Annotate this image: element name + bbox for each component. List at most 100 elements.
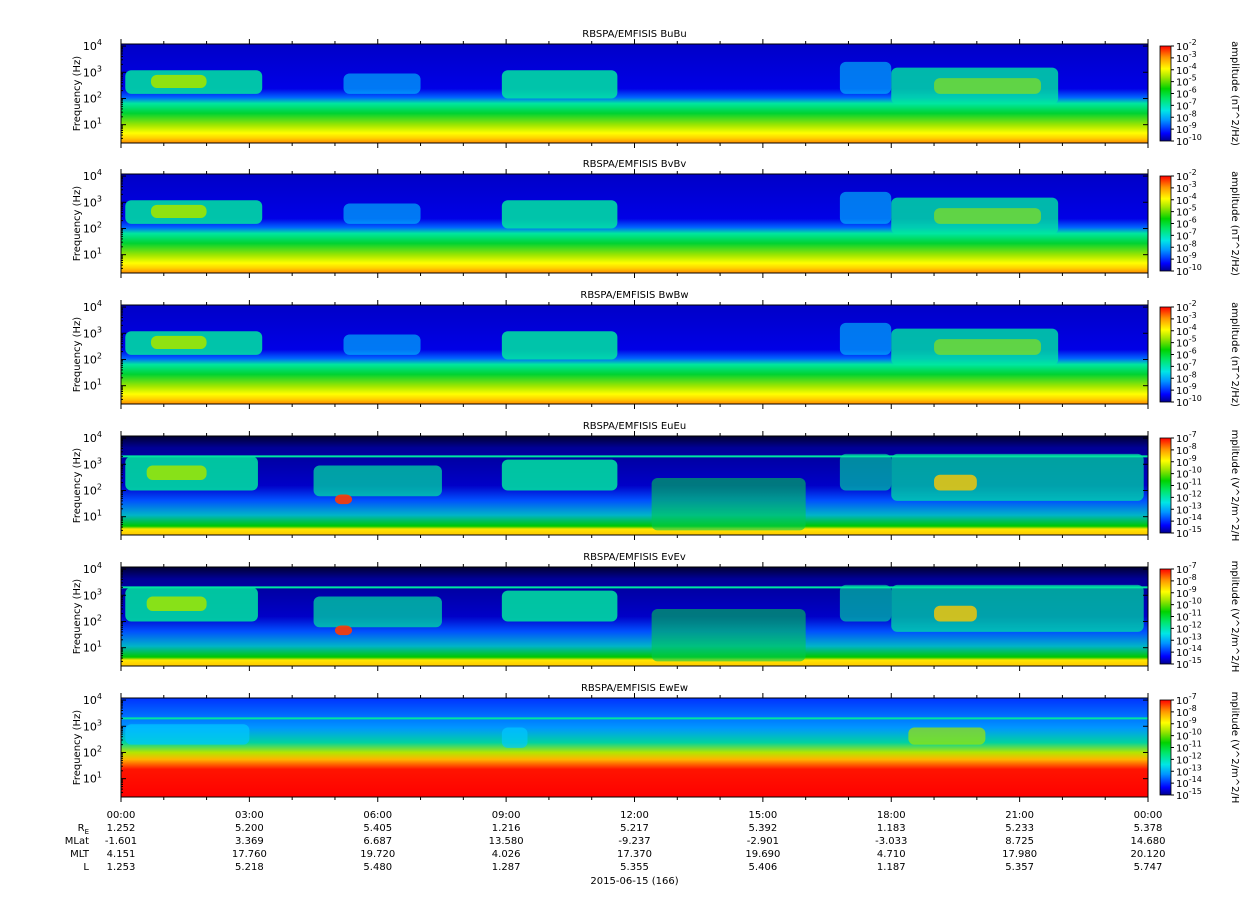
colorbar-tick-exponent: -12 <box>1189 489 1202 498</box>
emission-region <box>343 334 421 355</box>
colorbar-tick-label: 10-14 <box>1176 775 1202 790</box>
y-tick-label: 103 <box>83 587 102 602</box>
y-tick-label: 102 <box>83 613 102 628</box>
colorbar-tick-base: 10 <box>1176 220 1189 231</box>
y-tick-exponent: 4 <box>97 561 102 570</box>
time-tick-label: 00:00 <box>1134 810 1163 821</box>
ephemeris-value: 20.120 <box>1131 849 1166 860</box>
colorbar-label: amplitude (nT^2/Hz) <box>1229 41 1240 146</box>
colorbar-tick-label: 10-7 <box>1176 561 1197 576</box>
colorbar-tick-exponent: -8 <box>1189 704 1197 713</box>
colorbar-tick-label: 10-10 <box>1176 394 1202 409</box>
colorbar-tick-label: 10-7 <box>1176 97 1197 112</box>
y-tick-base: 10 <box>83 92 97 105</box>
y-tick-label: 101 <box>83 378 102 393</box>
colorbar-tick-exponent: -10 <box>1189 263 1202 272</box>
colorbar-tick-exponent: -9 <box>1189 585 1197 594</box>
y-tick-exponent: 2 <box>97 90 102 99</box>
y-tick-base: 10 <box>83 222 97 235</box>
y-tick-exponent: 3 <box>97 194 102 203</box>
colorbar-tick-exponent: -15 <box>1189 525 1202 534</box>
y-tick-exponent: 2 <box>97 220 102 229</box>
colorbar-tick-label: 10-10 <box>1176 263 1202 278</box>
panel-bvbv: RBSPA/EMFISIS BvBv101102103104Frequency … <box>72 159 1240 278</box>
y-tick-base: 10 <box>83 249 97 262</box>
emission-region <box>651 477 806 531</box>
y-tick-label: 102 <box>83 744 102 759</box>
emission-region <box>501 727 528 748</box>
colorbar-tick-label: 10-9 <box>1176 585 1197 600</box>
y-tick-label: 101 <box>83 509 102 524</box>
colorbar-tick-label: 10-13 <box>1176 501 1202 516</box>
colorbar-tick-exponent: -9 <box>1189 121 1197 130</box>
y-tick-exponent: 4 <box>97 299 102 308</box>
colorbar-tick-exponent: -11 <box>1189 609 1202 618</box>
panel-title: RBSPA/EMFISIS BuBu <box>582 29 686 40</box>
y-tick-base: 10 <box>83 327 97 340</box>
colorbar-tick-base: 10 <box>1176 696 1189 707</box>
time-tick-label: 03:00 <box>235 810 264 821</box>
colorbar-tick-base: 10 <box>1176 54 1189 65</box>
ephemeris-value: 8.725 <box>1005 836 1034 847</box>
ephemeris-label-main: MLat <box>65 836 89 847</box>
y-tick-label: 101 <box>83 771 102 786</box>
y-tick-label: 102 <box>83 351 102 366</box>
colorbar-tick-base: 10 <box>1176 434 1189 445</box>
ephemeris-value: 1.183 <box>877 823 906 834</box>
colorbar-tick-label: 10-12 <box>1176 489 1202 504</box>
y-tick-base: 10 <box>83 694 97 707</box>
colorbar-label: amplitude (nT^2/Hz) <box>1229 302 1240 407</box>
colorbar-tick-label: 10-4 <box>1176 62 1197 77</box>
colorbar-tick-label: 10-11 <box>1176 740 1202 755</box>
colorbar-tick-base: 10 <box>1176 482 1189 493</box>
colorbar-tick-label: 10-8 <box>1176 573 1197 588</box>
panel-title: RBSPA/EMFISIS BwBw <box>580 290 688 301</box>
y-tick-exponent: 1 <box>97 117 102 126</box>
y-tick-label: 103 <box>83 456 102 471</box>
panel-bubu: RBSPA/EMFISIS BuBu101102103104Frequency … <box>72 29 1240 148</box>
colorbar-tick-label: 10-2 <box>1176 168 1197 183</box>
ephemeris-label-main: MLT <box>70 849 90 860</box>
ephemeris-value: 6.687 <box>363 836 392 847</box>
emission-region <box>839 191 892 224</box>
emission-region <box>934 78 1042 94</box>
ephemeris-value: 19.720 <box>360 849 395 860</box>
colorbar-tick-exponent: -11 <box>1189 478 1202 487</box>
time-tick-label: 00:00 <box>107 810 136 821</box>
colorbar-tick-base: 10 <box>1176 208 1189 219</box>
colorbar-tick-exponent: -5 <box>1189 335 1197 344</box>
colorbar-tick-exponent: -3 <box>1189 180 1197 189</box>
panel-evev: RBSPA/EMFISIS EvEv101102103104Frequency … <box>72 552 1240 672</box>
emission-region <box>839 61 892 94</box>
colorbar-tick-base: 10 <box>1176 660 1189 671</box>
colorbar-tick-exponent: -7 <box>1189 692 1197 701</box>
y-tick-label: 104 <box>83 430 102 445</box>
colorbar-tick-label: 10-9 <box>1176 454 1197 469</box>
colorbar-tick-exponent: -13 <box>1189 501 1202 510</box>
y-tick-base: 10 <box>83 642 97 655</box>
colorbar-tick-exponent: -10 <box>1189 597 1202 606</box>
ephemeris-value: 4.710 <box>877 849 906 860</box>
ephemeris-value: 19.690 <box>745 849 780 860</box>
colorbar-tick-label: 10-3 <box>1176 180 1197 195</box>
colorbar-tick-exponent: -9 <box>1189 382 1197 391</box>
y-tick-base: 10 <box>83 196 97 209</box>
ephemeris-value: 5.378 <box>1134 823 1163 834</box>
colorbar-tick-base: 10 <box>1176 613 1189 624</box>
y-tick-exponent: 1 <box>97 509 102 518</box>
ephemeris-label-sub: E <box>85 828 89 836</box>
colorbar-tick-exponent: -2 <box>1189 168 1197 177</box>
colorbar-tick-exponent: -10 <box>1189 394 1202 403</box>
colorbar-tick-label: 10-15 <box>1176 787 1202 802</box>
panel-title: RBSPA/EMFISIS EuEu <box>583 421 686 432</box>
y-tick-exponent: 3 <box>97 64 102 73</box>
y-tick-label: 104 <box>83 299 102 314</box>
y-tick-base: 10 <box>83 615 97 628</box>
colorbar-tick-label: 10-2 <box>1176 299 1197 314</box>
y-tick-base: 10 <box>83 589 97 602</box>
y-tick-label: 103 <box>83 718 102 733</box>
y-tick-label: 102 <box>83 220 102 235</box>
y-tick-exponent: 4 <box>97 38 102 47</box>
y-tick-exponent: 2 <box>97 482 102 491</box>
ephemeris-row-label: RE <box>78 823 89 836</box>
